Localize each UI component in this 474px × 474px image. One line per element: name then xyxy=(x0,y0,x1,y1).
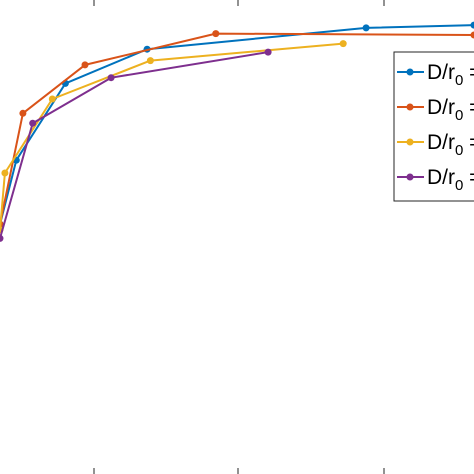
series-line-0 xyxy=(0,24,474,225)
legend-label-main-2: D/r xyxy=(427,131,455,154)
data-point-1-3 xyxy=(212,30,220,38)
series-0 xyxy=(0,21,474,228)
legend-label-0: D/r0 = xyxy=(427,61,474,89)
data-point-1-2 xyxy=(81,61,89,69)
legend-label-1: D/r0 = xyxy=(427,96,474,124)
legend-label-3: D/r0 = xyxy=(427,166,474,194)
legend-marker-3 xyxy=(406,173,414,181)
legend-label-suffix-0: = xyxy=(463,61,474,84)
legend-label-main-3: D/r xyxy=(427,166,455,189)
legend-box xyxy=(393,51,474,202)
axis-ticks xyxy=(93,0,385,474)
series-layer xyxy=(0,21,474,242)
legend-label-sub-1: 0 xyxy=(455,107,463,124)
data-point-3-3 xyxy=(264,48,272,56)
data-point-3-1 xyxy=(29,119,37,127)
data-point-2-1 xyxy=(1,169,9,177)
legend-marker-0 xyxy=(406,68,414,76)
data-point-1-1 xyxy=(19,109,27,117)
data-point-2-3 xyxy=(146,57,154,65)
legend-label-suffix-2: = xyxy=(463,131,474,154)
series-1 xyxy=(0,30,474,228)
data-point-3-0 xyxy=(0,234,4,242)
series-line-3 xyxy=(0,51,269,239)
data-point-0-4 xyxy=(362,24,370,32)
legend-label-main-0: D/r xyxy=(427,61,455,84)
legend-label-suffix-3: = xyxy=(463,166,474,189)
data-point-3-2 xyxy=(107,74,115,82)
legend-marker-2 xyxy=(406,138,414,146)
legend-label-2: D/r0 = xyxy=(427,131,474,159)
legend-label-main-1: D/r xyxy=(427,96,455,119)
data-point-0-5 xyxy=(470,21,474,29)
series-line-2 xyxy=(0,42,344,230)
legend-label-sub-2: 0 xyxy=(455,142,463,159)
legend-label-suffix-1: = xyxy=(463,96,474,119)
series-2 xyxy=(0,40,347,234)
data-point-1-4 xyxy=(470,31,474,39)
legend-label-sub-3: 0 xyxy=(455,177,463,194)
series-3 xyxy=(0,48,272,242)
data-point-2-2 xyxy=(48,95,56,103)
legend-label-sub-0: 0 xyxy=(455,72,463,89)
legend-marker-1 xyxy=(406,103,414,111)
data-point-2-4 xyxy=(339,40,347,48)
legend: D/r0 =D/r0 =D/r0 =D/r0 = xyxy=(393,51,474,202)
